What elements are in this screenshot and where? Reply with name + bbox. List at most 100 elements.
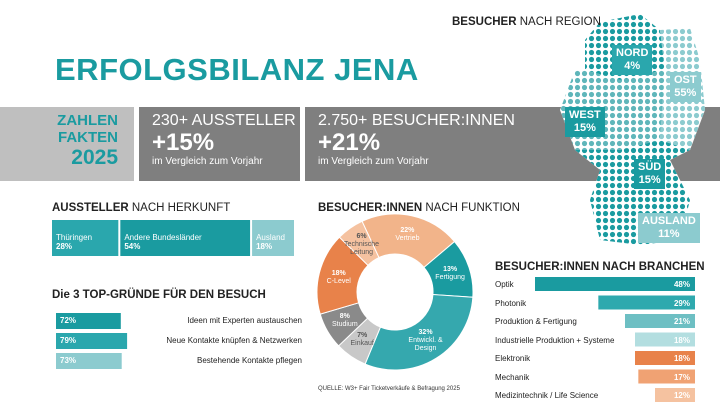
bar xyxy=(635,332,695,347)
value-label: 6% xyxy=(356,232,367,240)
value-label: 29% xyxy=(673,298,690,308)
value-label: 21% xyxy=(673,317,690,326)
donut-slice xyxy=(338,220,380,267)
region-value: 11% xyxy=(658,228,680,240)
slice-label: 6% Technische Leitung xyxy=(340,233,384,257)
value-label: 13% xyxy=(443,265,458,273)
category-label: Neue Kontakte knüpfen & Netzwerken xyxy=(166,336,302,345)
stat-note: im Vergleich zum Vorjahr xyxy=(152,156,263,167)
region-value: 15% xyxy=(638,174,661,186)
value-label: 18% xyxy=(673,335,690,345)
category-label: C-Level xyxy=(326,277,351,285)
stat-headline: 2.750+ BESUCHER:INNEN xyxy=(318,112,515,129)
category-label: Produktion & Fertigung xyxy=(495,317,577,326)
value-label: 22% xyxy=(400,227,415,235)
source: QUELLE: W3+ Fair Ticketverkäufe & Befrag… xyxy=(318,386,460,392)
category-label: Thüringen xyxy=(56,233,93,242)
category-label: Mechanik xyxy=(495,372,530,382)
title-part: NACH REGION xyxy=(519,16,601,28)
region-box: OST 55% xyxy=(670,72,701,102)
stat-value: +15% xyxy=(152,129,215,156)
category-label: Ausland xyxy=(256,233,285,242)
region-name: NORD xyxy=(616,47,649,59)
category-label: Ideen mit Experten austauschen xyxy=(187,316,302,325)
title-part: NACH FUNKTION xyxy=(425,202,520,214)
banner-label: FAKTEN xyxy=(58,129,118,146)
slice-label: 7% Einkauf xyxy=(340,332,384,348)
title-part: BESUCHER:INNEN xyxy=(318,202,423,214)
category-label: Vertrieb xyxy=(395,235,420,243)
value-label: 73% xyxy=(60,356,77,365)
stat-headline: 230+ AUSSTELLER xyxy=(152,112,296,129)
bar-segment xyxy=(120,220,251,256)
slice-label: 8% Studium xyxy=(323,313,367,329)
separator xyxy=(134,107,139,181)
chart-title: AUSSTELLER NACH HERKUNFT xyxy=(52,202,230,214)
title-part: BESUCHER xyxy=(452,16,517,28)
slice-label: 22% Vertrieb xyxy=(385,227,429,243)
region-box: NORD 4% xyxy=(612,45,653,75)
category-label: Studium xyxy=(331,321,358,329)
region-name: AUSLAND xyxy=(642,215,696,227)
bar xyxy=(598,295,695,310)
region-box: WEST 15% xyxy=(565,107,605,137)
separator xyxy=(300,107,305,181)
region-title: BESUCHER NACH REGION xyxy=(452,16,601,28)
region-value: 15% xyxy=(573,122,596,134)
banner-label: 2025 xyxy=(71,146,118,169)
bar xyxy=(56,313,121,329)
value-label: 48% xyxy=(673,280,690,289)
chart-title: BESUCHER:INNEN NACH BRANCHEN xyxy=(495,261,705,273)
stat-value: +21% xyxy=(318,129,381,156)
value-label: 7% xyxy=(357,331,368,339)
region-name: SÜD xyxy=(638,161,662,173)
category-label: Fertigung xyxy=(435,273,465,281)
slice-label: 13% Fertigung xyxy=(428,266,472,282)
category-label: Entwickl. & Design xyxy=(408,337,443,353)
bar xyxy=(56,353,122,369)
value-label: 54% xyxy=(124,242,141,251)
page-title: ERFOLGSBILANZ JENA xyxy=(55,52,419,87)
bar xyxy=(535,277,695,291)
title-part: AUSSTELLER xyxy=(52,202,129,214)
slice-label: 18% C-Level xyxy=(317,270,361,286)
stat-note: im Vergleich zum Vorjahr xyxy=(318,156,429,167)
bar xyxy=(56,333,128,349)
bar xyxy=(638,369,695,384)
donut-slice xyxy=(364,294,474,371)
value-label: 28% xyxy=(56,242,73,251)
value-label: 72% xyxy=(60,316,77,325)
value-label: 18% xyxy=(673,354,690,363)
segment-label: Thüringen 28% xyxy=(56,233,92,251)
chart-title: Die 3 TOP-GRÜNDE FÜR DEN BESUCH xyxy=(52,289,266,301)
value-label: 12% xyxy=(673,391,690,400)
bar xyxy=(635,351,695,365)
value-label: 18% xyxy=(331,269,346,277)
segment-label: Andere Bundesländer 54% xyxy=(124,233,201,251)
banner-label-box xyxy=(0,107,134,181)
region-name: WEST xyxy=(569,109,601,121)
value-label: 32% xyxy=(418,329,433,337)
region-box: AUSLAND 11% xyxy=(638,213,700,243)
banner-label: ZAHLEN xyxy=(57,112,118,129)
stat: 2.750+ BESUCHER:INNEN +21% im Vergleich … xyxy=(318,112,515,167)
bar xyxy=(625,314,695,328)
category-label: Optik xyxy=(495,280,514,289)
title-part: NACH HERKUNFT xyxy=(131,202,231,214)
region-name: OST xyxy=(674,74,697,86)
bar-segment xyxy=(252,220,294,256)
category-label: Photonik xyxy=(495,298,527,308)
category-label: Bestehende Kontakte pflegen xyxy=(197,356,302,365)
stat: 230+ AUSSTELLER +15% im Vergleich zum Vo… xyxy=(152,112,296,167)
category-label: Elektronik xyxy=(495,354,531,363)
slice-label: 32% Entwickl. & Design xyxy=(404,329,448,353)
region-box: SÜD 15% xyxy=(634,159,666,189)
category-label: Einkauf xyxy=(350,339,374,347)
value-label: 18% xyxy=(256,242,273,251)
bar xyxy=(655,388,695,402)
category-label: Medizintechnik / Life Science xyxy=(495,391,599,400)
chart-title: BESUCHER:INNEN NACH FUNKTION xyxy=(318,202,520,214)
value-label: 79% xyxy=(60,336,77,345)
